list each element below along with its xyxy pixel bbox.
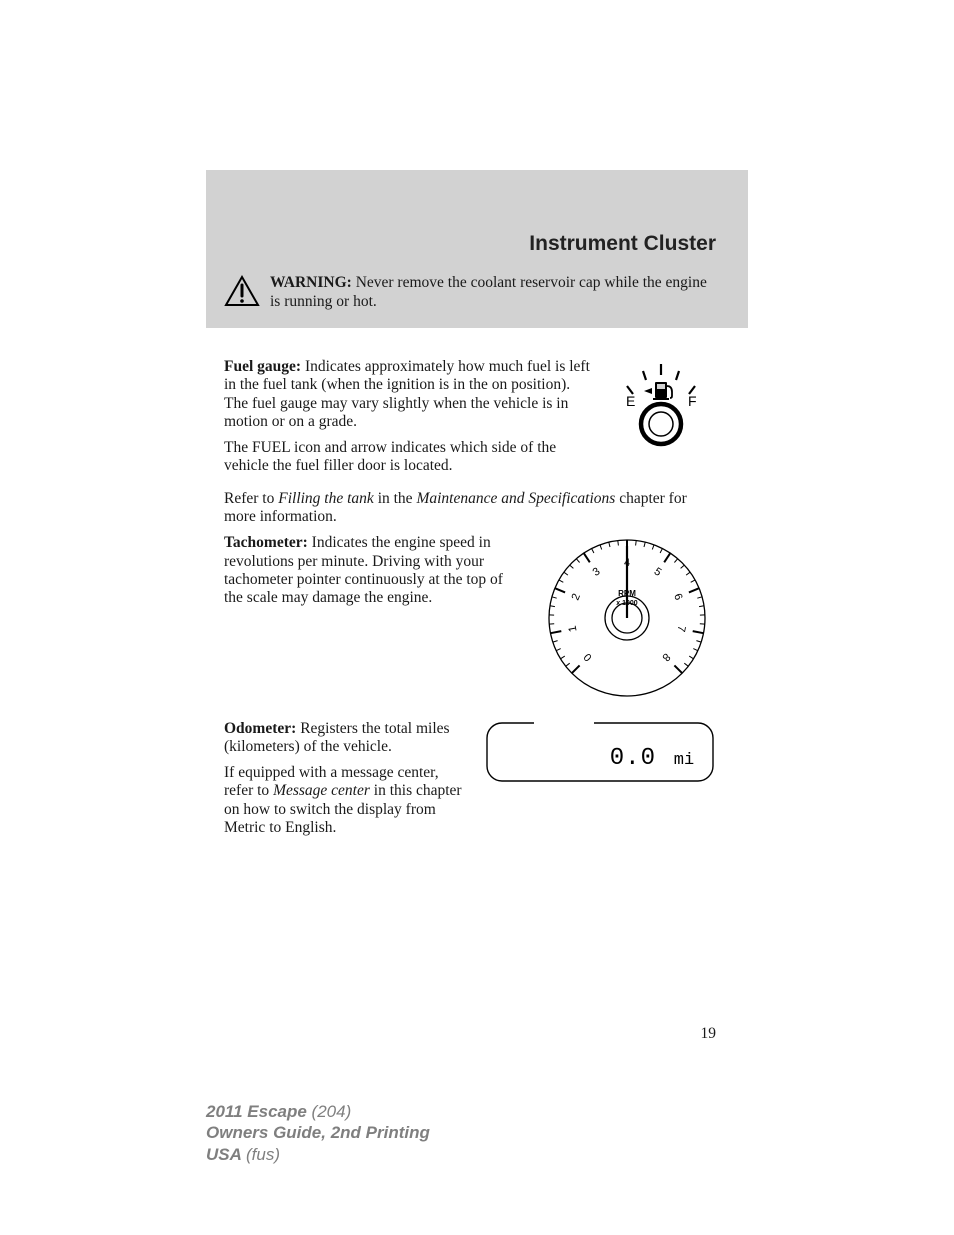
svg-text:mi: mi bbox=[674, 751, 694, 770]
odometer-p1: Odometer: Registers the total miles (kil… bbox=[224, 720, 470, 757]
footer-line2: Owners Guide, 2nd Printing bbox=[206, 1122, 430, 1143]
fuel-gauge-icon: E F bbox=[606, 358, 716, 463]
header-band: Instrument Cluster WARNING: Never remove… bbox=[206, 170, 748, 328]
tachometer-section: Tachometer: Indicates the engine speed i… bbox=[224, 534, 716, 707]
fuel-gauge-p1: Fuel gauge: Indicates approximately how … bbox=[224, 358, 592, 431]
fuel-gauge-section: Fuel gauge: Indicates approximately how … bbox=[224, 358, 716, 484]
footer-line1: 2011 Escape (204) bbox=[206, 1101, 430, 1122]
footer-line3: USA (fus) bbox=[206, 1144, 430, 1165]
svg-text:F: F bbox=[688, 393, 697, 409]
warning-block: WARNING: Never remove the coolant reserv… bbox=[224, 274, 716, 312]
svg-text:1: 1 bbox=[567, 625, 580, 633]
svg-text:5: 5 bbox=[652, 566, 664, 579]
odometer-p2: If equipped with a message center, refer… bbox=[224, 764, 470, 837]
odometer-icon: 0.0 mi bbox=[484, 720, 716, 789]
tachometer-icon: 012345678 RPM x 1000 bbox=[538, 534, 716, 707]
svg-text:6: 6 bbox=[671, 592, 684, 602]
svg-text:7: 7 bbox=[674, 625, 687, 633]
fuel-gauge-ref: Refer to Filling the tank in the Mainten… bbox=[224, 490, 716, 527]
section-title: Instrument Cluster bbox=[529, 232, 716, 256]
fuel-gauge-p2: The FUEL icon and arrow indicates which … bbox=[224, 439, 592, 476]
svg-text:E: E bbox=[626, 393, 635, 409]
svg-text:0: 0 bbox=[582, 651, 595, 664]
odometer-section: Odometer: Registers the total miles (kil… bbox=[224, 720, 716, 846]
footer: 2011 Escape (204) Owners Guide, 2nd Prin… bbox=[206, 1101, 430, 1165]
svg-text:3: 3 bbox=[591, 566, 603, 579]
warning-label: WARNING: bbox=[270, 274, 352, 291]
warning-text: WARNING: Never remove the coolant reserv… bbox=[270, 274, 716, 311]
svg-text:2: 2 bbox=[570, 592, 583, 602]
content-area: Fuel gauge: Indicates approximately how … bbox=[206, 328, 748, 1044]
svg-text:8: 8 bbox=[659, 651, 672, 664]
warning-triangle-icon bbox=[224, 275, 260, 312]
svg-text:0.0: 0.0 bbox=[610, 745, 656, 772]
page-number: 19 bbox=[224, 1025, 716, 1043]
tachometer-p1: Tachometer: Indicates the engine speed i… bbox=[224, 534, 524, 607]
